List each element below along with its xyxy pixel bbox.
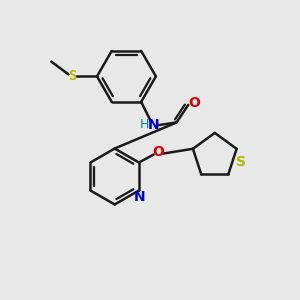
Text: H: H — [140, 118, 149, 131]
Text: N: N — [134, 190, 146, 204]
Text: S: S — [68, 69, 76, 83]
Text: N: N — [148, 118, 159, 132]
Text: O: O — [188, 96, 200, 110]
Text: O: O — [152, 145, 164, 159]
Text: S: S — [236, 154, 246, 169]
